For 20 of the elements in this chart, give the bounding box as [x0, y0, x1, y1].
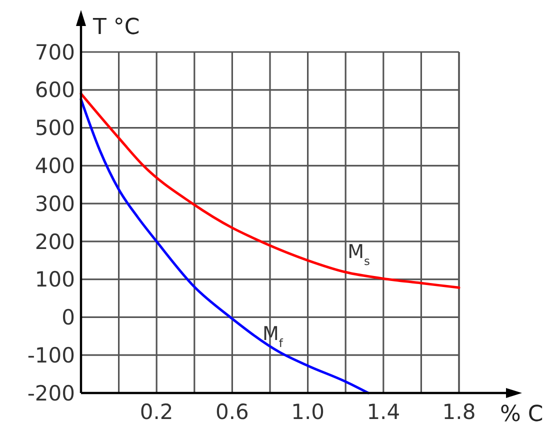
x-axis-title: % C	[500, 402, 544, 427]
x-tick-label: 0.2	[140, 400, 174, 424]
x-tick-label: 1.0	[291, 400, 325, 424]
y-tick-label: 200	[34, 230, 75, 254]
y-tick-label: -100	[27, 343, 75, 368]
y-tick-label: 300	[34, 192, 75, 216]
y-tick-label: 100	[34, 268, 75, 292]
y-axis-title: T °C	[92, 15, 140, 40]
y-tick-label: 700	[34, 40, 75, 64]
line-series	[80, 92, 460, 289]
y-tick-label: -200	[27, 381, 75, 406]
y-tick-label: 500	[34, 116, 75, 140]
y-tick-label: 0	[62, 306, 75, 330]
x-tick-label: 0.6	[215, 400, 249, 424]
y-tick-label: 400	[34, 154, 75, 178]
line-series	[80, 98, 370, 394]
series-label: M$_{s}$	[348, 241, 370, 268]
x-tick-label: 1.8	[442, 400, 476, 424]
x-tick-label: 1.4	[366, 400, 400, 424]
y-tick-label: 600	[34, 78, 75, 102]
